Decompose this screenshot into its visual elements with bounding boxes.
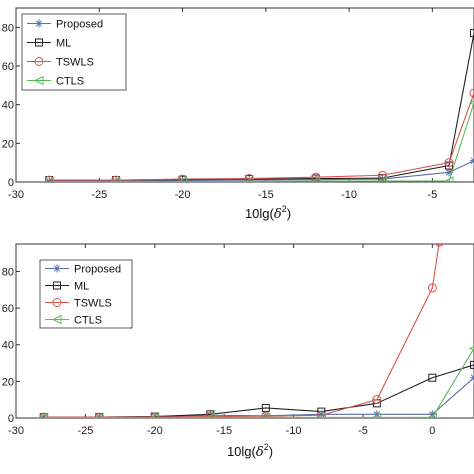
bottom-legend-label-ctls: CTLS xyxy=(74,315,102,327)
bottom-legend-marker-ml xyxy=(53,281,61,290)
bottom-xlabel-symbol: δ xyxy=(256,445,264,460)
top-series-proposed-point xyxy=(245,176,254,182)
bottom-series-proposed-point xyxy=(470,373,474,382)
bottom-xlabel-suffix: ) xyxy=(269,444,273,459)
bottom-legend: Proposed ML TSWLS CTLS xyxy=(39,259,133,329)
bottom-x-tick-label: -30 xyxy=(8,425,24,437)
top-legend-marker-ml xyxy=(35,38,43,47)
bottom-xlabel-prefix: 10lg( xyxy=(227,444,257,459)
bottom-series-layer xyxy=(38,244,474,418)
bottom-legend-marker-ctls xyxy=(51,314,62,325)
top-xlabel-suffix: ) xyxy=(287,206,291,221)
top-series-tswls-point xyxy=(469,88,474,98)
top-xlabel-symbol: δ xyxy=(274,207,282,222)
bottom-y-tick-label: 80 xyxy=(2,266,14,278)
top-series-ctls-point xyxy=(110,176,121,182)
bottom-x-tick-label: -20 xyxy=(147,425,163,437)
top-series-tswls-point xyxy=(444,158,454,168)
top-legend-label-tswls: TSWLS xyxy=(56,57,94,69)
bottom-series-tswls-point xyxy=(435,244,444,247)
top-x-tick-label: -20 xyxy=(175,189,191,201)
top-legend-label-ml: ML xyxy=(56,38,71,50)
bottom-x-tick-label: -15 xyxy=(216,425,232,437)
bottom-series-ctls-line xyxy=(43,348,474,418)
bottom-x-tick-label: -25 xyxy=(77,425,93,437)
top-xlabel-prefix: 10lg( xyxy=(245,206,275,221)
top-legend-marker-proposed xyxy=(35,19,43,28)
bottom-series-ml-point xyxy=(428,373,437,382)
top-series-ctls-point xyxy=(177,176,188,182)
top-legend-label-ctls: CTLS xyxy=(56,76,84,88)
bottom-x-tick-label: -5 xyxy=(358,425,368,437)
bottom-x-tick-label: -10 xyxy=(286,425,302,437)
bottom-series-ctls-point xyxy=(316,412,326,418)
top-x-tick-label: -25 xyxy=(91,189,107,201)
top-legend-label-proposed: Proposed xyxy=(56,19,103,31)
top-legend-marker-tswls xyxy=(34,57,44,66)
bottom-legend-label-ml: ML xyxy=(74,281,89,293)
top-series-ctls-point xyxy=(244,176,254,182)
bottom-series-ml-point xyxy=(470,360,474,369)
bottom-legend-box xyxy=(39,259,133,329)
top-legend: Proposed ML TSWLS CTLS xyxy=(21,13,127,91)
bottom-x-tick-label: 0 xyxy=(429,425,435,437)
top-series-ctls-point xyxy=(44,176,54,182)
top-series-proposed-point xyxy=(470,156,474,165)
top-series-ml-point xyxy=(470,29,474,38)
top-series-proposed-line xyxy=(49,160,474,182)
bottom-y-tick-label: 40 xyxy=(2,340,14,352)
bottom-series-tswls-point xyxy=(372,395,382,405)
bottom-chart: -30 -25 -20 -15 -10 -5 0 0 20 40 60 80 Proposed ML TS… xyxy=(2,243,474,460)
bottom-series-ctls-point xyxy=(38,412,49,418)
bottom-y-tick-label: 20 xyxy=(2,376,14,388)
top-y-tick-label: 40 xyxy=(2,100,14,112)
top-x-tick-label: -15 xyxy=(258,189,274,201)
top-y-tick-label: 60 xyxy=(2,61,14,73)
bottom-legend-label-proposed: Proposed xyxy=(74,264,121,276)
bottom-series-ctls-point xyxy=(94,412,104,418)
top-series-ctls-point xyxy=(310,176,321,182)
top-y-tick-label: 80 xyxy=(2,22,14,34)
top-x-axis-label: 10lg(δ2) xyxy=(245,204,291,222)
bottom-series-ctls-point xyxy=(371,412,382,418)
bottom-legend-marker-proposed xyxy=(53,264,61,273)
bottom-series-ml-point xyxy=(261,403,270,412)
top-series-layer xyxy=(44,29,474,182)
bottom-x-axis-label: 10lg(δ2) xyxy=(227,442,273,460)
top-series-ctls-point xyxy=(377,176,387,182)
top-series-tswls-line xyxy=(49,92,474,181)
bottom-ticks: -30 -25 -20 -15 -10 -5 0 0 20 40 60 80 xyxy=(2,244,435,437)
bottom-y-tick-label: 0 xyxy=(8,413,14,425)
top-legend-marker-ctls xyxy=(33,75,44,86)
top-y-tick-label: 0 xyxy=(8,177,14,189)
bottom-legend-marker-tswls xyxy=(52,298,62,307)
top-xlabel-sup: 2 xyxy=(282,204,287,214)
top-y-tick-label: 20 xyxy=(2,138,14,150)
top-x-tick-label: -5 xyxy=(427,189,437,201)
top-series-ctls-point xyxy=(443,176,454,182)
bottom-series-ctls-point xyxy=(427,412,437,418)
bottom-series-ctls-point xyxy=(260,412,271,418)
bottom-xlabel-sup: 2 xyxy=(264,442,269,452)
top-chart: -30 -25 -20 -15 -10 -5 0 20 40 60 80 Proposed ML TSW… xyxy=(2,7,474,222)
bottom-y-tick-label: 60 xyxy=(2,303,14,315)
top-x-tick-label: -30 xyxy=(8,189,24,201)
bottom-series-tswls-point xyxy=(427,283,437,293)
bottom-series-ctls-point xyxy=(205,412,215,418)
top-x-tick-label: -10 xyxy=(341,189,357,201)
bottom-legend-label-tswls: TSWLS xyxy=(74,298,112,310)
bottom-series-ctls-point xyxy=(149,412,160,418)
top-series-ctls-line xyxy=(49,102,474,182)
top-ticks: -30 -25 -20 -15 -10 -5 0 20 40 60 80 xyxy=(2,8,437,201)
